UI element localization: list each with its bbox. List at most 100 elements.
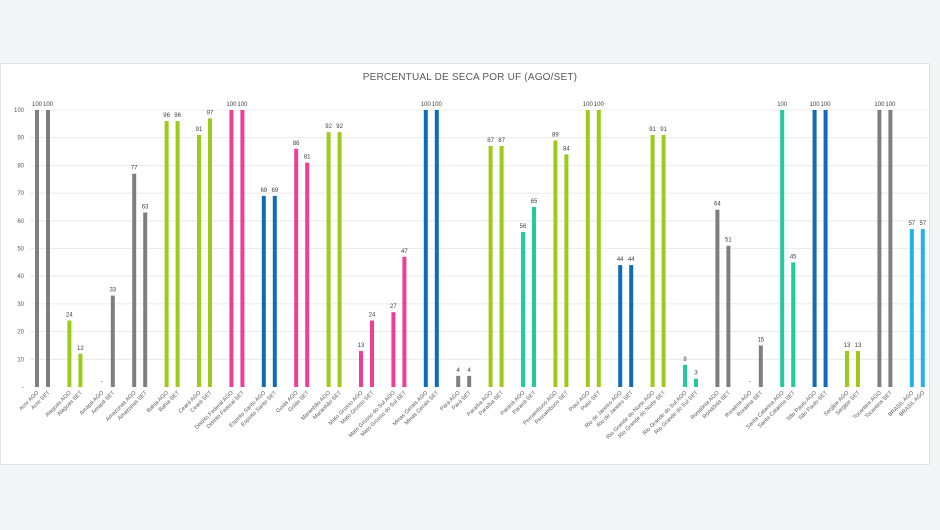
data-label: 100	[432, 102, 443, 108]
bar	[197, 134, 201, 387]
bar	[499, 146, 504, 387]
data-label: 97	[207, 110, 214, 116]
data-label: 45	[790, 254, 797, 260]
data-label: 100	[810, 102, 821, 108]
data-label: 27	[390, 304, 397, 310]
bar	[78, 353, 83, 387]
chart-title: PERCENTUAL DE SECA POR UF (AGO/SET)	[362, 72, 578, 83]
data-label: 13	[855, 343, 862, 349]
bar	[596, 110, 601, 387]
data-label: 81	[304, 155, 311, 161]
bar	[726, 245, 731, 387]
data-label: 57	[908, 221, 915, 227]
bar	[208, 118, 212, 387]
y-tick-label: 60	[17, 219, 24, 225]
data-label: 100	[885, 102, 896, 108]
bar	[175, 121, 180, 387]
data-label: 24	[369, 313, 376, 319]
y-tick-label: 50	[17, 247, 24, 253]
bar	[391, 312, 396, 387]
data-label: 100	[594, 102, 605, 108]
bar	[845, 350, 849, 387]
data-label: 15	[757, 337, 764, 343]
data-label: 100	[32, 102, 43, 108]
data-label: 100	[583, 102, 594, 108]
data-label: 13	[358, 343, 365, 349]
bar	[532, 206, 536, 387]
data-label: 96	[163, 113, 170, 119]
bar	[67, 320, 72, 387]
data-label: 84	[563, 146, 570, 152]
data-label: 100	[43, 102, 54, 108]
data-label: 100	[777, 102, 788, 108]
bar	[132, 173, 137, 387]
bar	[229, 110, 234, 387]
bar	[888, 110, 893, 387]
bar	[326, 132, 331, 387]
data-label: 87	[487, 138, 494, 144]
data-label: 3	[694, 371, 698, 377]
data-label: 69	[260, 188, 267, 194]
data-label: 64	[714, 202, 721, 208]
bar	[467, 375, 472, 387]
bar	[812, 110, 817, 387]
data-label: 96	[174, 113, 181, 119]
data-label: 100	[237, 102, 248, 108]
data-label: 44	[628, 257, 635, 263]
data-label: 57	[919, 221, 926, 227]
data-label: 47	[401, 249, 408, 255]
data-label: 63	[142, 204, 149, 210]
data-label: -	[749, 379, 751, 385]
bar	[370, 320, 374, 387]
data-label: 77	[131, 166, 138, 172]
data-label: 92	[325, 124, 332, 130]
data-label: 91	[660, 127, 667, 133]
bar	[261, 195, 266, 387]
bar	[683, 364, 687, 387]
bar	[164, 121, 169, 387]
y-tick-label: 20	[17, 330, 24, 336]
data-label: 8	[683, 357, 687, 363]
y-tick-label: -	[22, 385, 24, 391]
bar	[337, 132, 342, 387]
chart-card	[0, 63, 930, 465]
bar	[488, 146, 493, 387]
data-label: 100	[874, 102, 885, 108]
bar	[294, 148, 299, 387]
y-tick-label: 10	[17, 357, 24, 363]
data-label: 44	[617, 257, 624, 263]
bar	[758, 345, 763, 387]
bar	[46, 110, 50, 387]
bar	[650, 134, 655, 387]
data-label: 92	[336, 124, 343, 130]
bar	[715, 209, 720, 387]
data-label: 56	[520, 224, 527, 230]
bar	[856, 350, 860, 387]
y-tick-label: 90	[17, 136, 24, 142]
bar	[694, 378, 698, 387]
data-label: 100	[821, 102, 832, 108]
data-label: 86	[293, 141, 300, 147]
data-label: 91	[196, 127, 203, 133]
y-tick-label: 100	[14, 108, 25, 114]
data-label: 91	[649, 127, 656, 133]
bar	[791, 262, 796, 387]
data-label: 12	[77, 346, 84, 352]
bar	[780, 110, 785, 387]
bar	[423, 110, 428, 387]
data-label: 24	[66, 313, 73, 319]
bar	[823, 110, 828, 387]
y-tick-label: 30	[17, 302, 24, 308]
bar	[661, 134, 666, 387]
data-label: 33	[109, 288, 116, 294]
bar	[110, 295, 115, 387]
data-label: 51	[725, 238, 732, 244]
bar	[618, 265, 623, 387]
y-tick-label: 80	[17, 163, 24, 169]
bar	[434, 110, 439, 387]
y-tick-label: 40	[17, 274, 24, 280]
bar	[521, 231, 525, 387]
bar	[877, 110, 882, 387]
bar	[359, 350, 363, 387]
